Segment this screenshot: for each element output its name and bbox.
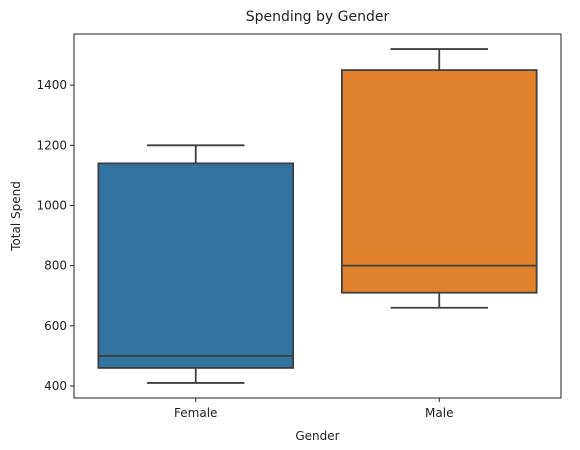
box-body bbox=[340, 69, 538, 294]
chart-title: Spending by Gender bbox=[246, 9, 390, 25]
boxes-layer bbox=[97, 48, 538, 384]
y-axis: 400 600 800 1000 1200 1400 bbox=[36, 78, 74, 393]
plot-frame bbox=[73, 33, 562, 399]
y-axis-label: Total Spend bbox=[9, 181, 23, 252]
y-tick-label: 1200 bbox=[36, 138, 67, 152]
y-tick-label: 600 bbox=[44, 319, 67, 333]
x-axis-label: Gender bbox=[295, 429, 339, 443]
box-female bbox=[97, 144, 295, 384]
x-axis: Female Male bbox=[174, 398, 453, 420]
y-tick-label: 400 bbox=[44, 379, 67, 393]
y-tick-label: 1000 bbox=[36, 198, 67, 212]
x-tick-label: Female bbox=[174, 406, 217, 420]
y-tick-label: 800 bbox=[44, 259, 67, 273]
x-tick-label: Male bbox=[425, 406, 453, 420]
y-tick-label: 1400 bbox=[36, 78, 67, 92]
box-male bbox=[340, 48, 538, 309]
box-body bbox=[97, 162, 295, 369]
